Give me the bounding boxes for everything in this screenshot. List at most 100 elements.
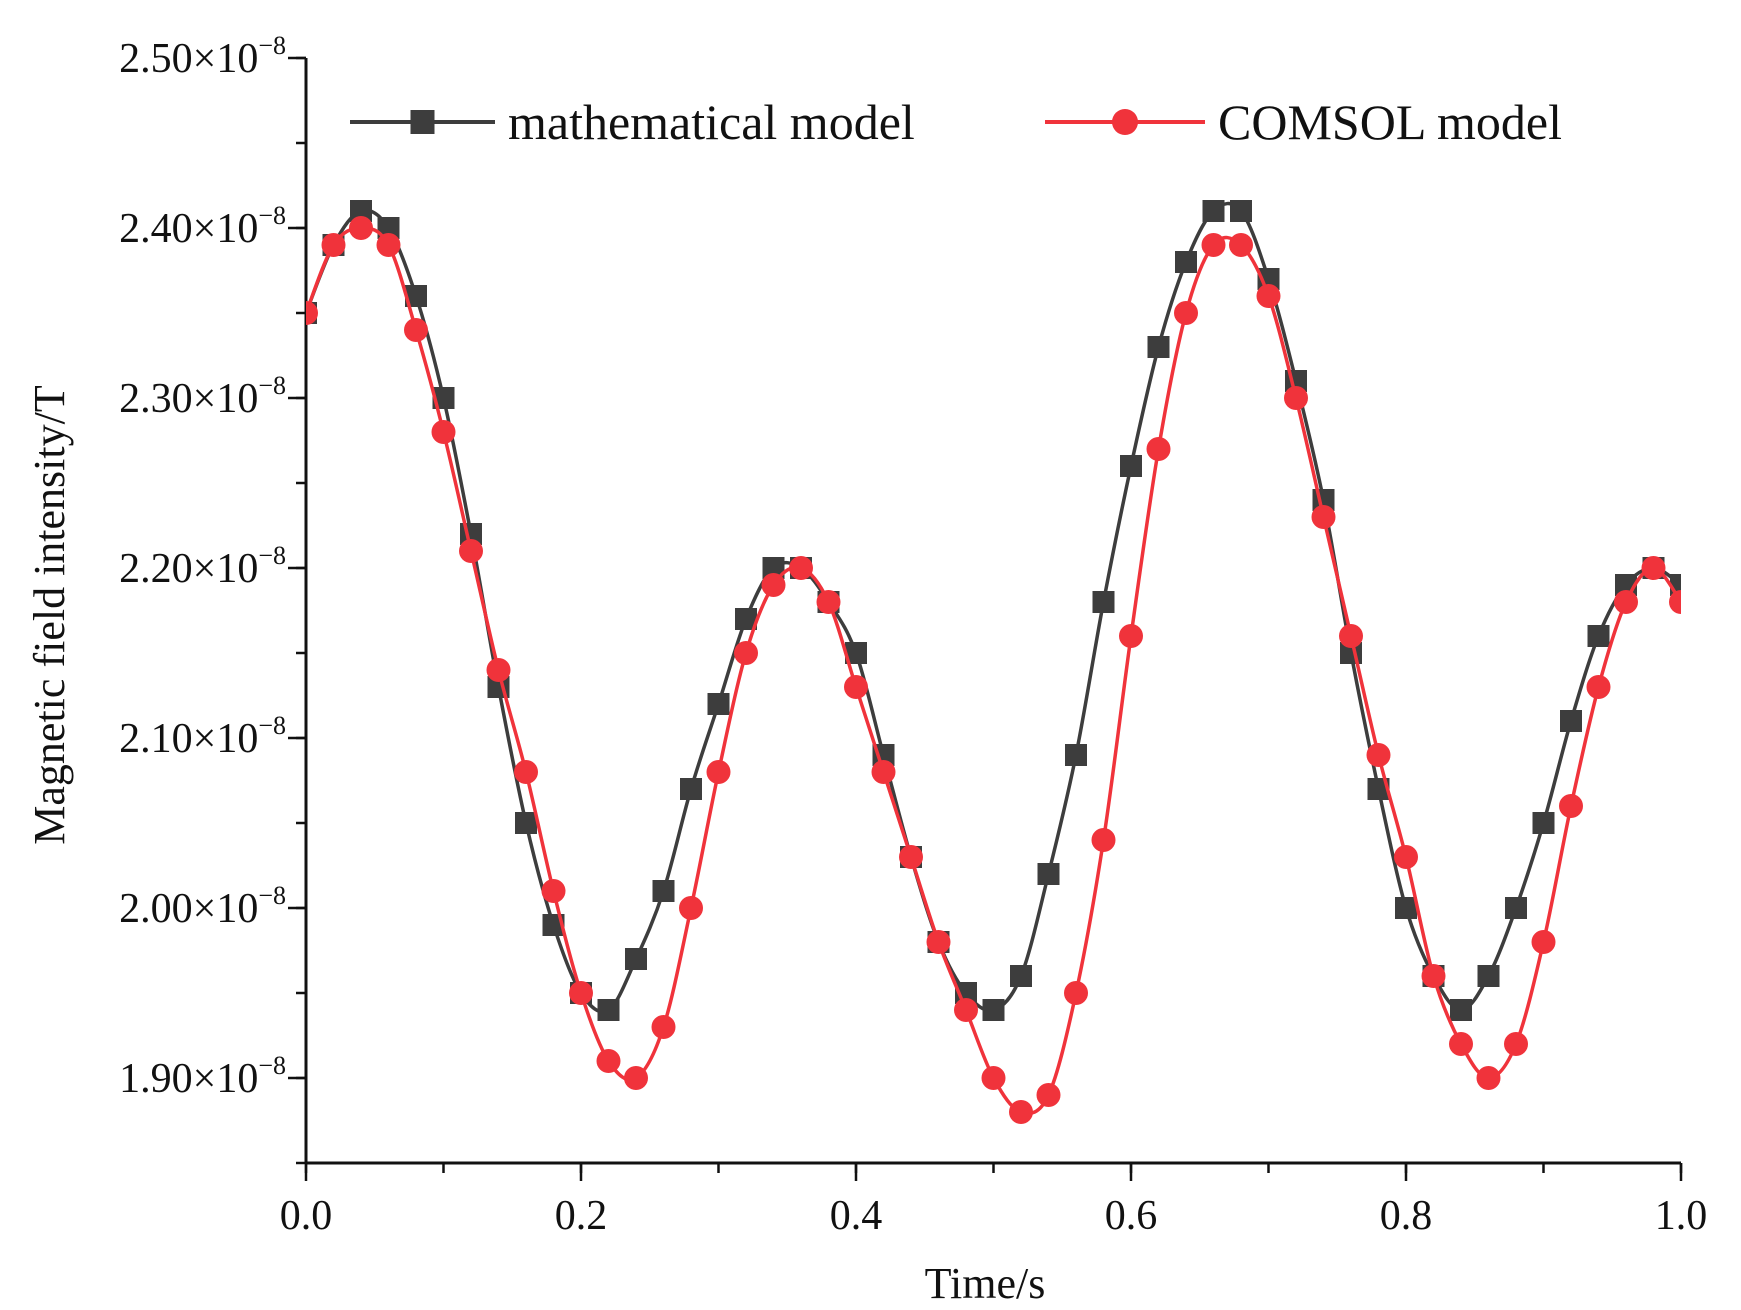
y-tick-label: 2.00×10−8 [119, 881, 286, 932]
axes: 0.0 0.2 0.4 0.6 0.8 1.01.90×10−82.00×10−82.10… [119, 31, 1707, 1239]
data-point-circle [376, 233, 401, 257]
data-point-square [1120, 455, 1142, 477]
data-point-square [1092, 591, 1115, 613]
legend-marker-circle [1112, 109, 1138, 135]
data-point-square [1532, 812, 1555, 834]
data-point-circle [816, 590, 841, 614]
data-point-circle [1229, 233, 1253, 257]
y-tick-exponent: −8 [258, 881, 286, 910]
y-tick-mantissa: 2.10 [119, 716, 193, 762]
data-point-circle [1476, 1066, 1501, 1090]
y-tick-multiplier: ×10 [193, 206, 259, 252]
x-tick-label: 0.0 [280, 1193, 333, 1239]
y-tick-label: 2.50×10−8 [119, 31, 286, 82]
data-point-circle [306, 301, 318, 325]
x-tick-label: 0.2 [555, 1193, 608, 1239]
data-point-square [845, 642, 867, 664]
data-point-square [1587, 625, 1610, 647]
data-point-circle [954, 998, 978, 1022]
data-point-square [1037, 863, 1060, 885]
x-tick-label: 1.0 [1655, 1193, 1708, 1239]
y-tick-multiplier: ×10 [193, 36, 259, 82]
data-point-circle [1201, 233, 1226, 257]
data-point-circle [1421, 964, 1446, 988]
y-tick-exponent: −8 [258, 541, 286, 570]
data-point-circle [844, 675, 868, 699]
data-point-circle [1009, 1100, 1033, 1124]
data-point-circle [1449, 1032, 1473, 1056]
data-point-circle [706, 760, 731, 784]
data-point-circle [1256, 284, 1281, 308]
data-point-square [1175, 251, 1197, 273]
data-point-square [1010, 965, 1032, 987]
legend-item-mathematical-model: mathematical model [350, 94, 915, 150]
x-axis-title: Time/s [925, 1259, 1046, 1305]
data-point-circle [569, 981, 593, 1005]
data-point-square [350, 200, 372, 222]
series-line [306, 201, 1681, 1014]
data-point-circle [514, 760, 538, 784]
data-point-circle [1531, 930, 1556, 954]
y-tick-exponent: −8 [258, 1051, 286, 1080]
data-point-square [707, 693, 730, 715]
y-tick-mantissa: 2.30 [119, 376, 193, 422]
data-point-circle [1064, 981, 1088, 1005]
series-line [306, 226, 1681, 1116]
data-point-circle [431, 420, 456, 444]
data-point-square [625, 948, 647, 970]
x-tick-label: 0.6 [1105, 1193, 1158, 1239]
data-point-circle [1284, 386, 1308, 410]
legend-item-comsol-model: COMSOL model [1045, 94, 1562, 150]
data-point-circle [1174, 301, 1198, 325]
data-point-circle [1614, 590, 1638, 614]
data-point-square [1505, 897, 1527, 919]
data-point-circle [1641, 556, 1666, 580]
data-point-circle [349, 216, 373, 240]
data-point-circle [789, 556, 813, 580]
x-tick-label: 0.4 [830, 1193, 883, 1239]
data-point-circle [981, 1066, 1006, 1090]
data-point-square [1065, 744, 1087, 766]
data-point-circle [1504, 1032, 1528, 1056]
series-comsol-model [306, 216, 1681, 1124]
data-point-square [652, 880, 675, 902]
data-point-circle [624, 1066, 648, 1090]
y-tick-label: 2.10×10−8 [119, 711, 286, 762]
series-mathematical-model [306, 200, 1681, 1021]
y-tick-multiplier: ×10 [193, 886, 259, 932]
data-point-circle [1366, 743, 1391, 767]
data-point-circle [459, 539, 483, 563]
y-tick-multiplier: ×10 [193, 716, 259, 762]
data-point-square [1202, 200, 1225, 222]
y-tick-mantissa: 2.20 [119, 546, 193, 592]
y-tick-exponent: −8 [258, 371, 286, 400]
y-tick-label: 2.40×10−8 [119, 201, 286, 252]
y-tick-mantissa: 1.90 [119, 1056, 193, 1102]
data-point-square [1395, 897, 1417, 919]
legend-label: mathematical model [508, 94, 915, 150]
data-point-circle [871, 760, 896, 784]
data-point-square [597, 999, 620, 1021]
data-point-circle [1586, 675, 1611, 699]
data-point-circle [1311, 505, 1336, 529]
data-point-circle [1339, 624, 1363, 648]
y-tick-mantissa: 2.40 [119, 206, 193, 252]
y-tick-multiplier: ×10 [193, 376, 259, 422]
data-point-square [405, 285, 427, 307]
data-point-circle [1119, 624, 1143, 648]
y-tick-label: 2.20×10−8 [119, 541, 286, 592]
data-point-square [1450, 999, 1472, 1021]
legend-label: COMSOL model [1218, 94, 1562, 150]
data-point-circle [486, 658, 511, 682]
data-point-square [1477, 965, 1500, 987]
data-point-square [1670, 574, 1681, 596]
data-point-square [982, 999, 1005, 1021]
data-point-circle [1669, 590, 1681, 614]
data-point-square [735, 608, 757, 630]
y-tick-mantissa: 2.50 [119, 36, 193, 82]
data-point-square [762, 557, 785, 579]
y-tick-exponent: −8 [258, 711, 286, 740]
y-tick-label: 1.90×10−8 [119, 1051, 286, 1102]
y-tick-label: 2.30×10−8 [119, 371, 286, 422]
